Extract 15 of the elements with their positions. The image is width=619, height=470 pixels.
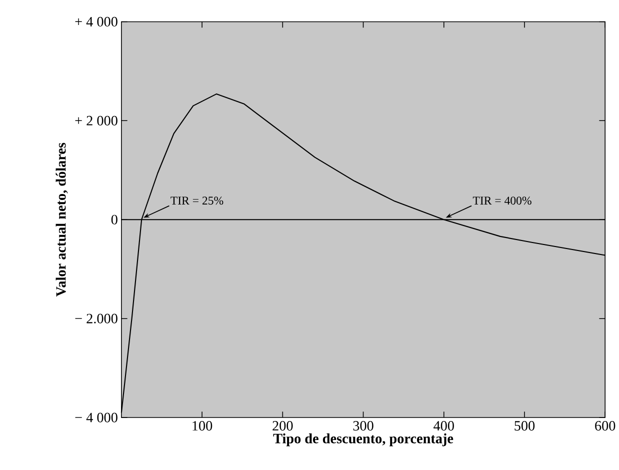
- y-axis-title: Valor actual neto, dólares: [56, 142, 68, 297]
- x-axis-title: Tipo de descuento, porcentaje: [273, 433, 454, 446]
- y-tick-label: 0: [111, 214, 118, 224]
- x-tick-label: 200: [272, 421, 293, 431]
- y-tick-label: + 4 000: [75, 16, 118, 27]
- x-tick-label: 400: [434, 421, 454, 431]
- x-tick-label: 500: [514, 421, 535, 431]
- annotation: TIR = 25%: [170, 196, 224, 205]
- annotation: TIR = 400%: [472, 196, 532, 205]
- y-tick-label: + 2 000: [75, 116, 118, 126]
- y-tick-label: − 2.000: [75, 314, 118, 324]
- x-tick-label: 300: [353, 421, 374, 431]
- y-tick-label: − 4 000: [75, 412, 118, 422]
- x-tick-label: 600: [595, 421, 616, 431]
- x-tick-label: 100: [192, 421, 212, 431]
